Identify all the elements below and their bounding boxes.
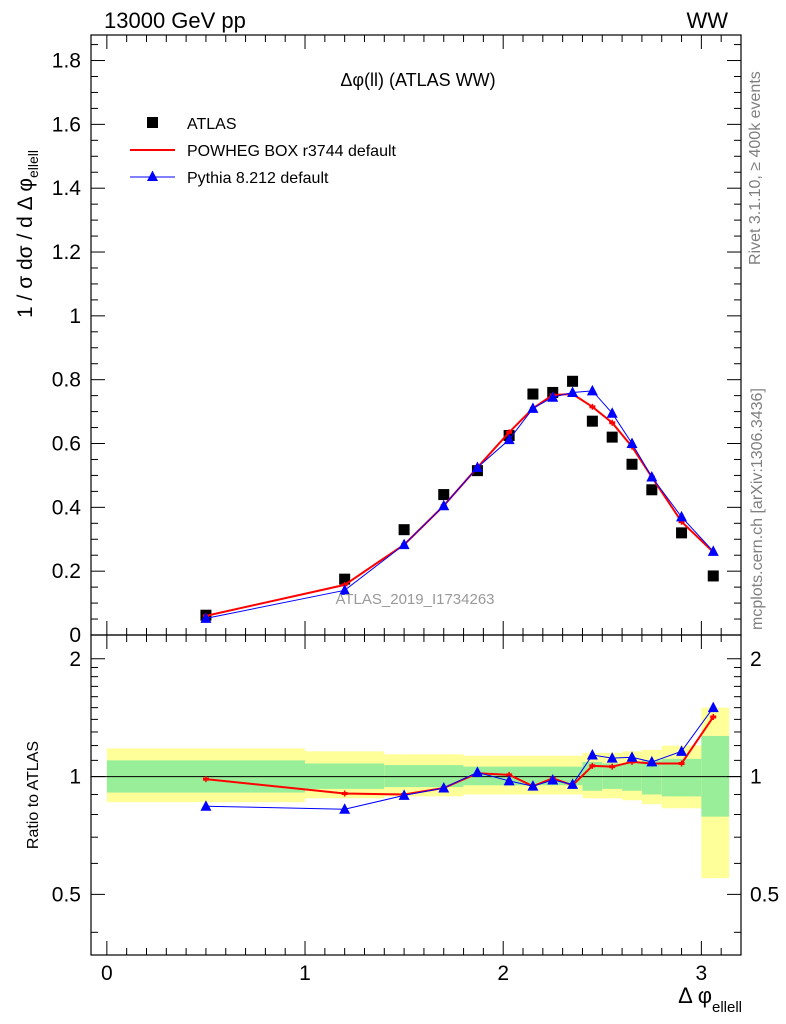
- data-point-atlas: [606, 431, 618, 443]
- analysis-watermark: ATLAS_2019_I1734263: [335, 591, 494, 608]
- ratio-tick-label-right: 0.5: [750, 883, 779, 906]
- series-line-powheg: [205, 393, 714, 617]
- y-tick-label: 1.4: [52, 177, 82, 200]
- data-point-pythia: [646, 471, 658, 482]
- data-point-pythia: [586, 384, 598, 396]
- y-tick-label: 1: [69, 305, 81, 328]
- x-tick-label: 2: [497, 962, 509, 985]
- ratio-axis-label: Ratio to ATLAS: [25, 741, 42, 849]
- ratio-point-pythia: [586, 749, 598, 760]
- data-point-atlas: [527, 388, 539, 400]
- ratio-plot-frame: [90, 634, 742, 956]
- ratio-point-pythia: [606, 752, 618, 763]
- ratio-band-inner: [622, 763, 642, 791]
- ratio-point-pythia: [200, 800, 212, 811]
- data-point-pythia: [567, 386, 579, 397]
- data-point-atlas: [586, 415, 598, 427]
- legend: ATLAS POWHEG BOX r3744 default Pythia 8.…: [130, 116, 397, 187]
- header-energy-label: 13000 GeV pp: [104, 8, 246, 33]
- main-panel: [200, 375, 719, 623]
- x-tick-label: 3: [696, 962, 708, 985]
- ratio-point-pythia: [471, 766, 483, 777]
- ratio-tick-label-left: 1: [69, 766, 81, 789]
- axis-ticks: 0 1 2 3 0 0.2 0.4 0.6 0.8 1 1.2 1.4 1.6 1.8 0.5 0.5 1 1 2 2: [52, 35, 779, 985]
- ratio-point-pythia: [398, 789, 410, 800]
- data-point-pythia: [200, 612, 212, 623]
- data-point-atlas: [676, 527, 688, 539]
- ratio-point-pythia: [567, 778, 579, 789]
- y-axis-label-main: 1 / σ dσ / d Δ φ: [14, 178, 37, 318]
- data-point-atlas: [707, 570, 719, 582]
- data-point-atlas: [567, 375, 579, 387]
- data-point-pythia: [626, 437, 638, 449]
- ratio-point-pythia: [707, 701, 719, 713]
- y-tick-label: 0.2: [52, 560, 81, 583]
- ratio-point-pythia: [503, 774, 515, 786]
- data-point-atlas: [398, 524, 410, 536]
- legend-label-pythia: Pythia 8.212 default: [187, 170, 329, 187]
- data-point-pythia: [503, 433, 515, 445]
- series-line-pythia: [205, 390, 714, 619]
- x-tick-label: 1: [299, 962, 311, 985]
- ratio-point-pythia: [626, 751, 638, 762]
- y-tick-label: 0.8: [52, 369, 81, 392]
- x-tick-label: 0: [101, 962, 113, 985]
- y-tick-label: 1.2: [52, 241, 81, 264]
- y-axis-label-sub: ellell: [25, 150, 41, 178]
- ratio-point-pythia: [676, 745, 688, 756]
- data-point-pythia: [527, 402, 539, 413]
- chart-title: Δφ(ll) (ATLAS WW): [340, 70, 495, 90]
- data-point-pythia: [438, 499, 450, 511]
- legend-label-powheg: POWHEG BOX r3744 default: [187, 143, 397, 160]
- y-tick-label: 1.8: [52, 50, 81, 73]
- ratio-band-inner: [641, 760, 662, 795]
- x-axis-label: Δ φellell: [678, 983, 742, 1016]
- ratio-point-pythia: [527, 780, 539, 791]
- y-tick-label: 0.4: [52, 496, 82, 519]
- data-point-pythia: [398, 538, 410, 550]
- ratio-tick-label-left: 2: [69, 648, 81, 671]
- ratio-tick-label-left: 0.5: [52, 883, 81, 906]
- x-axis-label-main: Δ φ: [678, 983, 712, 1008]
- data-point-pythia: [471, 461, 483, 472]
- header-process-label: WW: [686, 8, 728, 33]
- svg-text:Δ φellell: Δ φellell: [678, 983, 742, 1016]
- y-tick-label: 0.6: [52, 433, 81, 456]
- legend-marker-atlas: [147, 117, 158, 128]
- svg-text:1 / σ dσ / d Δ φellell: 1 / σ dσ / d Δ φellell: [14, 150, 41, 318]
- ratio-point-pythia: [438, 781, 450, 793]
- ratio-point-pythia: [547, 773, 559, 785]
- ratio-panel: [91, 701, 741, 879]
- data-point-pythia: [707, 545, 719, 556]
- data-point-pythia: [676, 510, 688, 522]
- y-tick-label: 1.6: [52, 113, 81, 136]
- ratio-tick-label-right: 1: [750, 766, 762, 789]
- x-axis-label-sub: ellell: [712, 999, 742, 1016]
- rivet-version-label: Rivet 3.1.10, ≥ 400k events: [747, 71, 764, 265]
- y-tick-label: 0: [69, 624, 81, 647]
- mcplots-label: mcplots.cern.ch [arXiv:1306.3436]: [749, 388, 766, 630]
- data-point-pythia: [606, 407, 618, 418]
- data-point-pythia: [547, 391, 559, 402]
- data-point-pythia: [339, 584, 351, 595]
- y-axis-label: 1 / σ dσ / d Δ φellell: [14, 150, 41, 318]
- data-point-atlas: [339, 573, 351, 585]
- data-point-atlas: [646, 484, 658, 496]
- legend-label-atlas: ATLAS: [187, 116, 237, 133]
- data-point-atlas: [438, 489, 450, 501]
- data-point-atlas: [626, 458, 638, 470]
- legend-marker-pythia: [147, 170, 158, 181]
- ratio-tick-label-right: 2: [750, 648, 762, 671]
- ratio-point-pythia: [339, 803, 351, 814]
- ratio-point-pythia: [646, 755, 658, 767]
